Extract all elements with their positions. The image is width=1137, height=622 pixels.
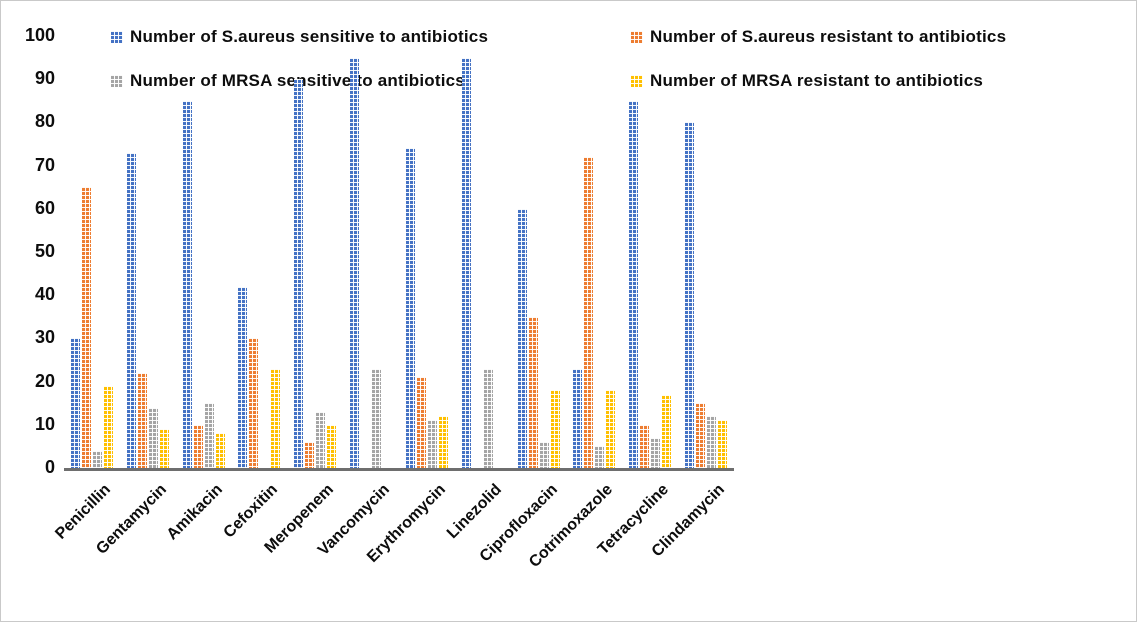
bar: [573, 369, 583, 468]
bar: [305, 442, 315, 468]
bar-group: [511, 36, 567, 468]
y-tick-label: 80: [34, 111, 55, 132]
bar: [182, 101, 192, 468]
legend-marker-icon: [631, 31, 643, 43]
bar: [148, 408, 158, 468]
bar: [718, 420, 728, 468]
bar-group: [64, 36, 120, 468]
y-tick-label: 20: [34, 370, 55, 391]
bar: [103, 386, 113, 468]
bar: [427, 420, 437, 468]
legend-label: Number of S.aureus resistant to antibiot…: [650, 27, 1007, 46]
bar: [550, 390, 560, 468]
bar: [405, 148, 415, 468]
y-tick-label: 10: [34, 413, 55, 434]
y-tick-label: 90: [34, 68, 55, 89]
bar: [461, 58, 471, 468]
bar: [193, 425, 203, 468]
y-tick-label: 50: [34, 241, 55, 261]
y-tick-label: 60: [34, 197, 55, 218]
x-tick-label: Amikacin: [163, 481, 226, 544]
bar: [517, 209, 527, 468]
bar-group: [455, 36, 511, 468]
bar: [327, 425, 337, 468]
legend-label: Number of MRSA resistant to antibiotics: [650, 71, 984, 90]
bar: [685, 122, 695, 468]
bar-group: [343, 36, 399, 468]
legend-marker-icon: [631, 75, 643, 87]
legend-marker-icon: [111, 75, 123, 87]
bar-group: [231, 36, 287, 468]
bar: [707, 416, 717, 468]
bar: [629, 101, 639, 468]
bar-group: [120, 36, 176, 468]
bar-group: [176, 36, 232, 468]
bar: [238, 287, 248, 468]
bar: [137, 373, 147, 468]
legend-item: Number of S.aureus resistant to antibiot…: [631, 27, 1006, 47]
y-tick-label: 0: [44, 457, 55, 477]
bar-group: [678, 36, 734, 468]
bar: [416, 377, 426, 468]
bar-group: [566, 36, 622, 468]
y-tick-label: 40: [34, 284, 55, 305]
bar: [696, 403, 706, 468]
bar: [595, 446, 605, 468]
bar: [204, 403, 214, 468]
bar: [662, 395, 672, 468]
bar: [271, 369, 281, 468]
y-tick-label: 30: [34, 327, 55, 348]
bar: [438, 416, 448, 468]
bar: [606, 390, 616, 468]
bar: [372, 369, 382, 468]
x-axis-line: [64, 468, 734, 471]
legend-label: Number of S.aureus sensitive to antibiot…: [130, 27, 489, 46]
bar-group: [287, 36, 343, 468]
bar: [70, 338, 80, 468]
y-tick-label: 100: [24, 25, 55, 45]
bar: [249, 338, 259, 468]
bar: [126, 153, 136, 468]
bar: [81, 187, 91, 468]
bar-group: [399, 36, 455, 468]
bar: [294, 79, 304, 468]
bar: [528, 317, 538, 468]
legend-item: Number of MRSA resistant to antibiotics: [631, 71, 983, 91]
bar: [483, 369, 493, 468]
bar: [92, 451, 102, 468]
bar: [159, 429, 169, 468]
bar: [350, 58, 360, 468]
bar: [640, 425, 650, 468]
bar: [651, 438, 661, 468]
bar: [316, 412, 326, 468]
legend-marker-icon: [111, 31, 123, 43]
bar: [539, 442, 549, 468]
bar: [215, 433, 225, 468]
legend-item: Number of S.aureus sensitive to antibiot…: [111, 27, 488, 47]
bar: [584, 157, 594, 468]
y-tick-label: 70: [34, 154, 55, 175]
bar-group: [622, 36, 678, 468]
